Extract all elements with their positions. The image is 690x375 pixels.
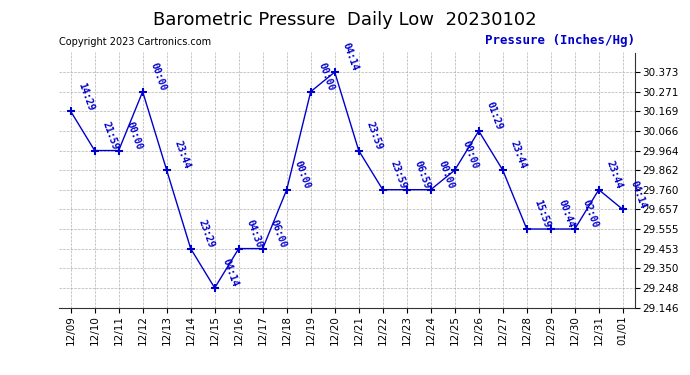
Text: 04:14: 04:14	[629, 179, 648, 210]
Text: 00:00: 00:00	[316, 61, 336, 92]
Text: 23:44: 23:44	[509, 140, 528, 171]
Text: 21:59: 21:59	[100, 120, 119, 151]
Text: Copyright 2023 Cartronics.com: Copyright 2023 Cartronics.com	[59, 38, 210, 47]
Text: 23:59: 23:59	[388, 159, 408, 190]
Text: 00:00: 00:00	[148, 61, 168, 92]
Text: 02:00: 02:00	[580, 199, 600, 230]
Text: 14:29: 14:29	[76, 81, 96, 112]
Text: 00:44: 00:44	[556, 199, 575, 230]
Text: 06:59: 06:59	[413, 159, 432, 190]
Text: Pressure (Inches/Hg): Pressure (Inches/Hg)	[485, 34, 635, 47]
Text: 00:00: 00:00	[460, 140, 480, 171]
Text: 23:29: 23:29	[196, 218, 216, 249]
Text: 23:44: 23:44	[172, 140, 192, 171]
Text: 23:59: 23:59	[364, 120, 384, 151]
Text: 04:30: 04:30	[244, 218, 264, 249]
Text: 00:00: 00:00	[124, 120, 144, 151]
Text: 01:29: 01:29	[484, 100, 504, 132]
Text: 04:14: 04:14	[340, 42, 359, 73]
Text: 23:44: 23:44	[604, 159, 624, 190]
Text: 00:00: 00:00	[436, 159, 456, 190]
Text: Barometric Pressure  Daily Low  20230102: Barometric Pressure Daily Low 20230102	[153, 11, 537, 29]
Text: 06:00: 06:00	[268, 218, 288, 249]
Text: 15:59: 15:59	[532, 199, 552, 230]
Text: 04:14: 04:14	[220, 258, 239, 288]
Text: 00:00: 00:00	[293, 159, 312, 190]
